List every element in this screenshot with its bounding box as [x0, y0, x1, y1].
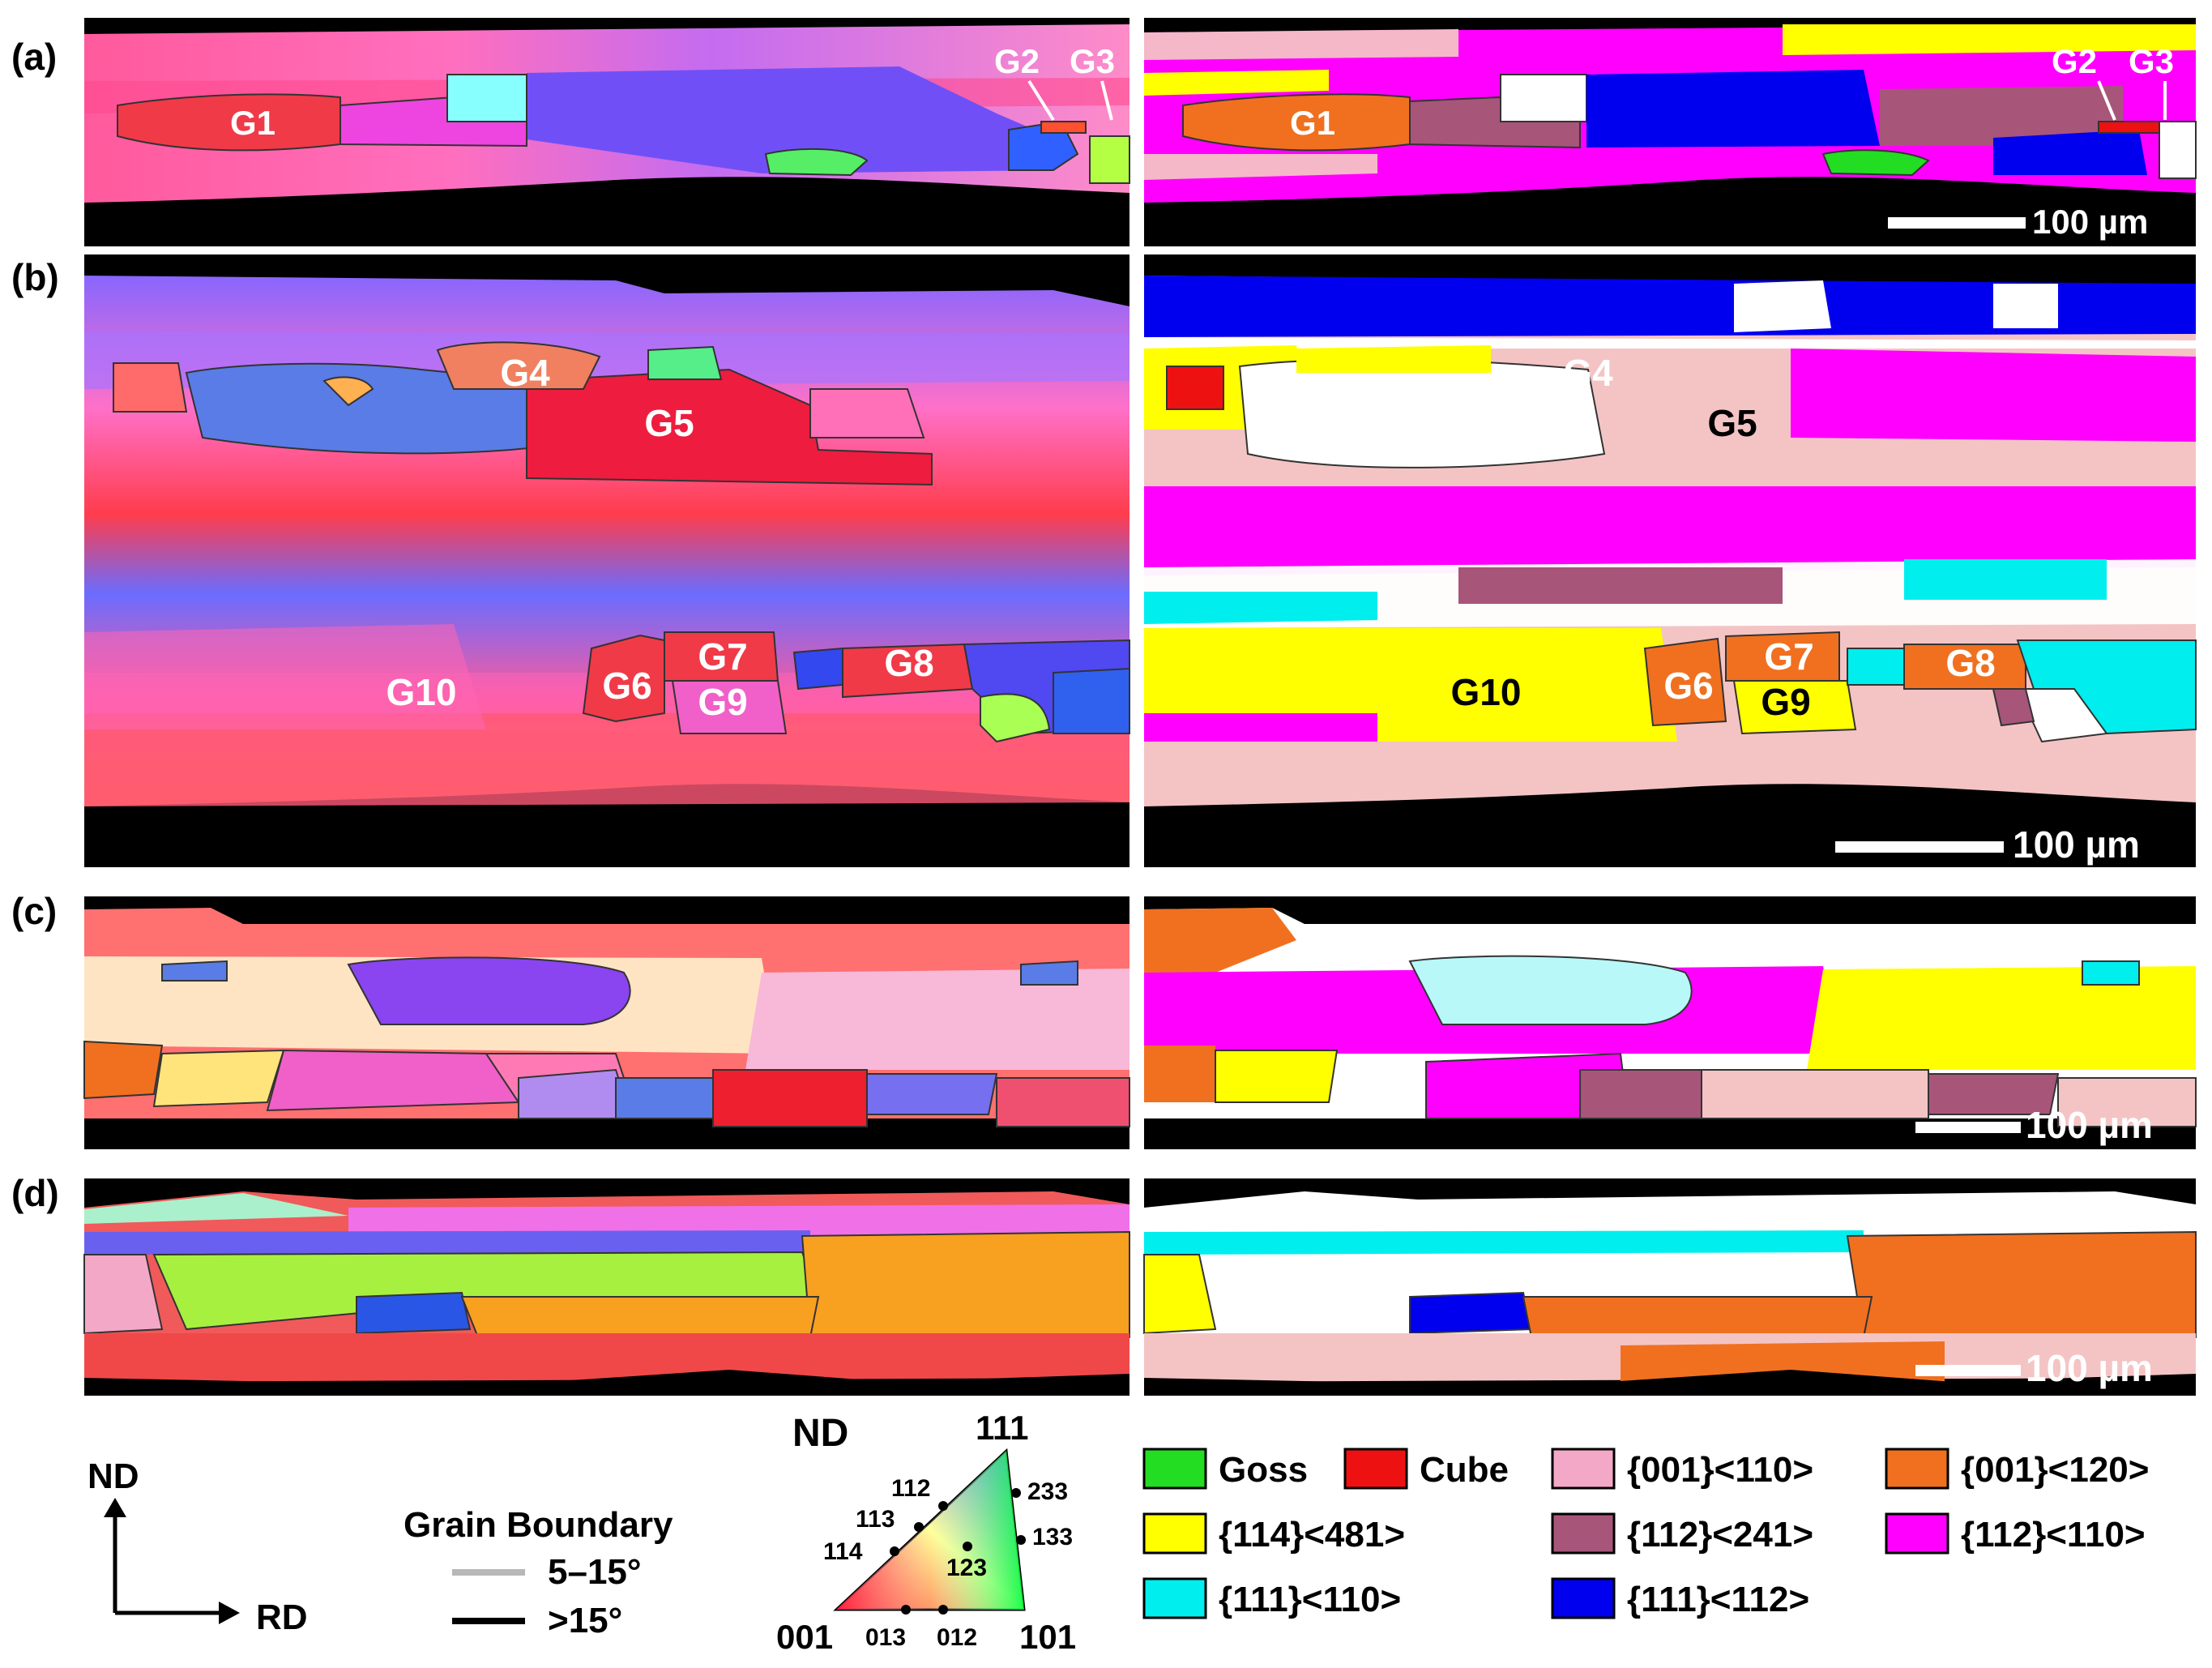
panel-c-ipf-map: [83, 896, 1130, 1149]
grain-label-g1: G1: [1290, 104, 1335, 142]
scale-bar-label: 100 µm: [2013, 823, 2140, 866]
grain-label-g6: G6: [602, 665, 651, 707]
legend-swatch-0: [1142, 1448, 1207, 1490]
grain-boundary-legend: Grain Boundary 5–15° >15°: [404, 1505, 673, 1640]
ipf-corner-001: 001: [776, 1618, 833, 1656]
legend-swatch-3: [1885, 1448, 1949, 1490]
panel-d-scale-bar: 100 µm: [1915, 1347, 2153, 1389]
panel-c-texture-map: [1144, 896, 2197, 1149]
legend-swatch-4: [1142, 1512, 1207, 1555]
grain-label-g1: G1: [230, 104, 275, 142]
panel-label-a: (a): [11, 36, 57, 78]
grain-label-g7: G7: [698, 635, 747, 678]
ipf-point-114: 114: [823, 1538, 863, 1565]
grain-label-g3: G3: [1070, 42, 1115, 80]
panel-b-right-grain-labels: G4 G5 G7 G8 G10 G6 G9: [1451, 352, 1996, 723]
arrow-g2: [1027, 79, 1055, 122]
ipf-point-013: 013: [865, 1624, 906, 1651]
scale-bar-label: 100 µm: [2026, 1347, 2153, 1389]
low-angle-boundary-label: 5–15°: [548, 1552, 641, 1592]
ipf-color-key: ND 001 101 111 112 113 114 233 133 123 0…: [776, 1409, 1076, 1656]
legend-label-1: Cube: [1420, 1450, 1509, 1490]
ipf-point-133: 133: [1032, 1524, 1073, 1550]
ipf-point-123: 123: [946, 1555, 987, 1581]
panel-b-ipf-map: [84, 254, 1130, 867]
grain-label-g10: G10: [1451, 671, 1522, 713]
axis-rd-label: RD: [256, 1597, 308, 1637]
legend-swatch-6: [1885, 1512, 1949, 1555]
axis-nd-label: ND: [88, 1456, 139, 1496]
grain-label-g5: G5: [1707, 402, 1757, 444]
legend-label-0: Goss: [1219, 1450, 1308, 1490]
legend-label-8: {111}<112>: [1627, 1580, 1809, 1619]
panel-label-b: (b): [11, 256, 59, 298]
grain-label-g9: G9: [1761, 681, 1810, 723]
arrow-g2: [2097, 80, 2116, 121]
grain-label-g7: G7: [1764, 635, 1813, 678]
legend-swatch-7: [1142, 1577, 1207, 1619]
legend-label-3: {001}<120>: [1961, 1450, 2149, 1490]
grain-label-g2: G2: [2052, 42, 2097, 80]
grain-label-g9: G9: [698, 681, 747, 723]
scale-bar-label: 100 µm: [2026, 1104, 2153, 1146]
panel-a-texture-map: [1144, 18, 2197, 246]
grain-label-g6: G6: [1663, 665, 1713, 707]
panel-d-texture-map: [1143, 1178, 2197, 1396]
panel-b-left-grain-labels: G4 G5 G7 G8 G10 G6 G9: [386, 352, 934, 723]
legend-label-5: {112}<241>: [1627, 1515, 1813, 1555]
panel-label-d: (d): [11, 1172, 59, 1214]
legend-swatch-1: [1343, 1448, 1408, 1490]
grain-label-g5: G5: [644, 402, 694, 444]
panel-d-ipf-map: [83, 1178, 1130, 1396]
panel-a-ipf-map: [84, 18, 1130, 246]
grain-label-g10: G10: [386, 671, 457, 713]
ipf-point-113: 113: [856, 1506, 895, 1533]
grain-label-g2: G2: [994, 42, 1040, 80]
legend-label-6: {112}<110>: [1961, 1515, 2146, 1555]
panel-a-left-grain-labels: G1 G2 G3: [230, 42, 1115, 142]
grain-label-g4: G4: [500, 352, 550, 394]
panel-b-scale-bar: 100 µm: [1835, 823, 2140, 866]
grain-label-g3: G3: [2129, 42, 2174, 80]
legend-label-2: {001}<110>: [1627, 1450, 1813, 1490]
orientation-axes: ND RD: [88, 1456, 308, 1637]
grain-label-g8: G8: [1945, 642, 1995, 684]
arrow-g3: [1100, 80, 1113, 121]
ipf-point-112: 112: [891, 1475, 930, 1502]
panel-c-scale-bar: 100 µm: [1915, 1104, 2153, 1146]
scale-bar-label: 100 µm: [2032, 203, 2148, 241]
ipf-point-233: 233: [1027, 1478, 1068, 1505]
ipf-point-012: 012: [937, 1624, 977, 1651]
legend-swatch-2: [1551, 1448, 1616, 1490]
legend-label-7: {111}<110>: [1219, 1580, 1401, 1619]
ipf-corner-111: 111: [976, 1409, 1028, 1447]
panel-a-right-grain-labels: G1 G2 G3: [1290, 42, 2174, 142]
grain-label-g4: G4: [1563, 352, 1613, 394]
high-angle-boundary-label: >15°: [548, 1601, 622, 1640]
panel-b-texture-map: [1144, 254, 2197, 867]
ipf-title: ND: [792, 1412, 848, 1455]
grain-boundary-title: Grain Boundary: [404, 1505, 673, 1545]
ipf-corner-101: 101: [1019, 1618, 1076, 1656]
legend-swatch-5: [1551, 1512, 1616, 1555]
texture-component-legend: Goss Cube {001}<110> {001}<120> {114}<481> {1…: [1142, 1448, 2149, 1619]
legend-label-4: {114}<481>: [1219, 1515, 1405, 1555]
grain-label-g8: G8: [884, 642, 933, 684]
legend-swatch-8: [1551, 1577, 1616, 1619]
panel-a-scale-bar: 100 µm: [1888, 203, 2148, 241]
panel-label-c: (c): [11, 890, 57, 932]
